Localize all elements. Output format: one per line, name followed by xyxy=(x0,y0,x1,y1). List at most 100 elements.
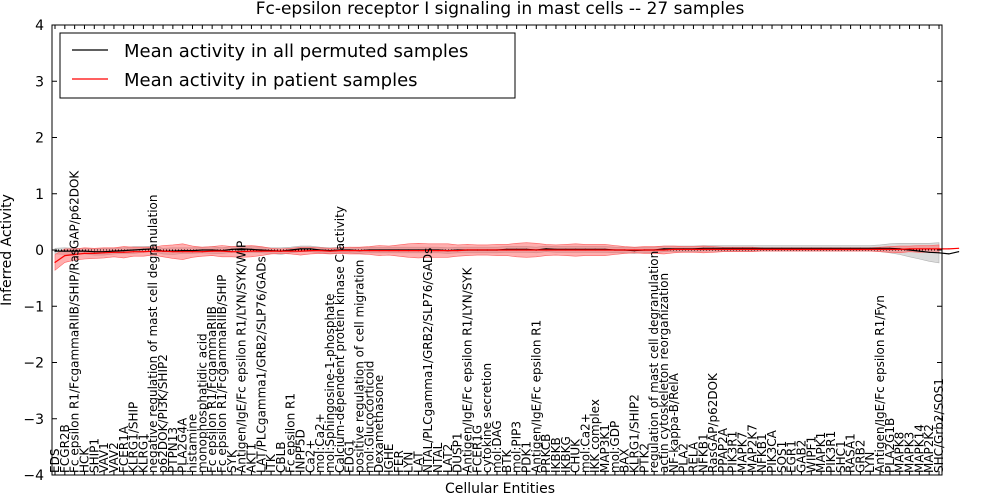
x-category-label: PIK3R1 xyxy=(726,431,740,473)
x-category-label: PLA2G4A xyxy=(176,417,190,473)
data-point xyxy=(761,248,763,250)
x-category-label: NFKB1 xyxy=(696,433,710,473)
data-point xyxy=(781,247,783,249)
x-category-label: PLA2G1B xyxy=(883,418,897,473)
data-point xyxy=(172,251,174,253)
data-point xyxy=(260,249,262,251)
data-point xyxy=(103,252,105,254)
data-point xyxy=(781,248,783,250)
legend-label-patient: Mean activity in patient samples xyxy=(124,70,418,91)
data-point xyxy=(437,250,439,252)
data-point xyxy=(545,248,547,250)
data-point xyxy=(958,247,960,249)
data-point xyxy=(191,251,194,253)
data-point xyxy=(908,248,911,250)
data-point xyxy=(633,249,636,251)
data-point xyxy=(182,250,184,252)
data-point xyxy=(712,248,714,250)
data-point xyxy=(712,247,714,249)
x-category-label: MAPK8 xyxy=(893,432,907,473)
x-category-label: Antigen/IgE/Fc epsilon R1/Fyn xyxy=(873,295,887,473)
data-point xyxy=(447,250,449,252)
data-point xyxy=(810,247,812,249)
data-point xyxy=(624,249,626,251)
x-category-label: mol:Ca2+ xyxy=(313,413,327,473)
data-point xyxy=(113,251,115,253)
x-category-label: WIPF1 xyxy=(804,436,818,473)
data-point xyxy=(329,250,331,252)
x-category-label: SOS1 xyxy=(775,441,789,473)
data-point xyxy=(113,250,115,252)
data-point xyxy=(191,250,194,252)
data-point xyxy=(368,250,370,252)
data-point xyxy=(869,247,871,249)
data-point xyxy=(702,248,704,250)
data-point xyxy=(761,247,763,249)
data-point xyxy=(594,249,596,251)
x-category-label: PRKCB xyxy=(539,434,553,473)
y-tick-label: −4 xyxy=(23,468,44,484)
x-category-label: Antigen/IgE/Fc epsilon R1/LYN/SYK xyxy=(461,266,475,473)
x-category-label: MAPK14 xyxy=(912,424,926,473)
data-point xyxy=(123,251,125,253)
x-category-label: Fc epsilon R1/FcgammaRIIB xyxy=(205,306,219,473)
data-point xyxy=(673,248,675,250)
y-tick-label: −3 xyxy=(23,412,44,428)
x-category-label: MAP2K2 xyxy=(922,424,936,473)
data-point xyxy=(771,247,773,249)
x-category-label: PTK2 xyxy=(637,443,651,473)
x-category-label: NTAL xyxy=(431,442,445,473)
data-point xyxy=(742,247,744,249)
data-point xyxy=(211,249,213,251)
data-point xyxy=(54,261,56,263)
y-tick-label: −2 xyxy=(23,356,44,372)
data-point xyxy=(211,250,213,252)
x-category-label: actin cytoskeleton reorganization xyxy=(657,273,671,473)
data-point xyxy=(506,249,508,251)
data-point xyxy=(575,249,577,251)
x-category-label: mol:Sphingosine-1-phosphate xyxy=(323,294,337,474)
x-category-label: IKBKG xyxy=(559,436,573,473)
data-point xyxy=(250,248,252,250)
data-point xyxy=(74,253,76,256)
x-category-label: DUSP1 xyxy=(451,432,465,473)
x-category-label: IGHE xyxy=(382,444,396,473)
x-category-label: CBLB xyxy=(274,441,288,473)
y-tick-label: 3 xyxy=(35,74,44,90)
x-category-label: SHC/Grb2/SOS1 xyxy=(932,378,946,473)
data-point xyxy=(152,250,154,252)
x-category-label: LAT xyxy=(411,451,425,473)
x-category-label: AKT1 xyxy=(244,443,258,473)
data-point xyxy=(565,249,567,251)
data-point xyxy=(525,249,528,251)
data-point xyxy=(732,248,734,250)
data-point xyxy=(309,248,311,250)
data-point xyxy=(349,250,351,252)
x-category-label: ITK xyxy=(264,453,278,473)
data-point xyxy=(800,248,803,250)
x-category-label: EDS xyxy=(48,449,62,473)
x-category-label: Fc epsilon R1 xyxy=(284,393,298,473)
data-point xyxy=(850,247,852,249)
data-point xyxy=(241,248,243,250)
x-category-label: mol:DAG xyxy=(490,420,504,473)
data-point xyxy=(771,248,773,250)
data-point xyxy=(692,248,695,250)
data-point xyxy=(850,248,852,250)
x-category-label: Antigen/IgE/Fc epsilon R1 xyxy=(529,320,543,473)
data-point xyxy=(516,249,518,251)
x-category-label: RasGAP/p62DOK xyxy=(706,372,720,473)
data-point xyxy=(830,248,832,250)
data-point xyxy=(378,250,380,252)
data-point xyxy=(83,252,86,254)
data-point xyxy=(948,253,950,255)
x-category-label: positive regulation of cell migration xyxy=(353,260,367,473)
data-point xyxy=(388,250,390,252)
data-point xyxy=(889,247,891,249)
x-category-label: PPAP2A xyxy=(716,427,730,473)
data-point xyxy=(339,250,341,252)
x-category-label: INPP5D xyxy=(294,429,308,473)
data-point xyxy=(270,250,272,252)
